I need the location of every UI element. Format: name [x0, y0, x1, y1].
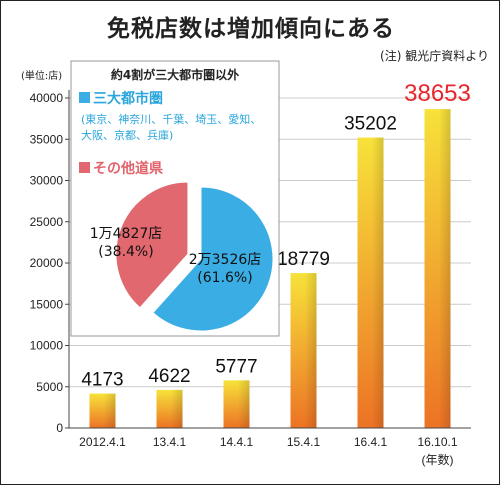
y-tick-label: 40000: [30, 91, 64, 105]
legend-swatch-blue: [79, 92, 90, 103]
pie-label-minor: 1万4827店: [90, 226, 163, 242]
pie-label-major: 2万3526店: [189, 252, 262, 268]
legend-label-blue: 三大都市圏: [93, 90, 163, 107]
x-tick-label: 16.4.1: [354, 435, 388, 449]
legend-label-red: その他道県: [93, 160, 163, 177]
pie-slice-major: [152, 186, 274, 332]
bar-shade: [357, 137, 384, 428]
bar-value-label: 4622: [148, 366, 190, 387]
bar-value-label: 35202: [344, 114, 397, 135]
bar-shade: [89, 393, 116, 428]
source-note: (注) 観光庁資料より: [380, 49, 489, 63]
y-tick-label: 35000: [30, 132, 64, 146]
inset-title: 約4割が三大都市圏以外: [111, 67, 239, 82]
pie-label-major: (61.6%): [197, 270, 252, 286]
y-tick-label: 5000: [36, 380, 63, 394]
bar-shade: [424, 109, 451, 429]
x-tick-label: 16.10.1: [417, 435, 457, 449]
legend-detail: 大阪、京都、兵庫): [81, 128, 173, 142]
y-axis-unit: (単位:店): [21, 69, 62, 82]
x-tick-label: 14.4.1: [220, 435, 254, 449]
y-tick-label: 15000: [30, 297, 64, 311]
pie-slice-minor: [115, 181, 189, 309]
legend-swatch-red: [79, 162, 90, 173]
bar-value-label: 18779: [277, 249, 330, 270]
bar-shade: [223, 380, 250, 428]
y-tick-label: 10000: [30, 339, 64, 353]
x-axis-label: (年数): [422, 452, 454, 467]
y-tick-label: 20000: [30, 256, 64, 270]
x-tick-label: 13.4.1: [153, 435, 187, 449]
x-tick-label: 15.4.1: [287, 435, 321, 449]
chart-title: 免税店数は増加傾向にある: [107, 16, 395, 42]
y-tick-label: 30000: [30, 174, 64, 188]
y-tick-label: 25000: [30, 215, 64, 229]
legend-detail: (東京、神奈川、千葉、埼玉、愛知、: [81, 112, 261, 126]
bar-value-label: 5777: [215, 356, 257, 377]
bar-value-label: 4173: [81, 370, 123, 391]
x-tick-label: 2012.4.1: [79, 435, 126, 449]
y-tick-label: 0: [56, 421, 63, 435]
bar-value-label: 38653: [404, 80, 471, 107]
bar-shade: [290, 273, 317, 428]
pie-label-minor: (38.4%): [98, 244, 153, 260]
bar-shade: [156, 389, 183, 428]
